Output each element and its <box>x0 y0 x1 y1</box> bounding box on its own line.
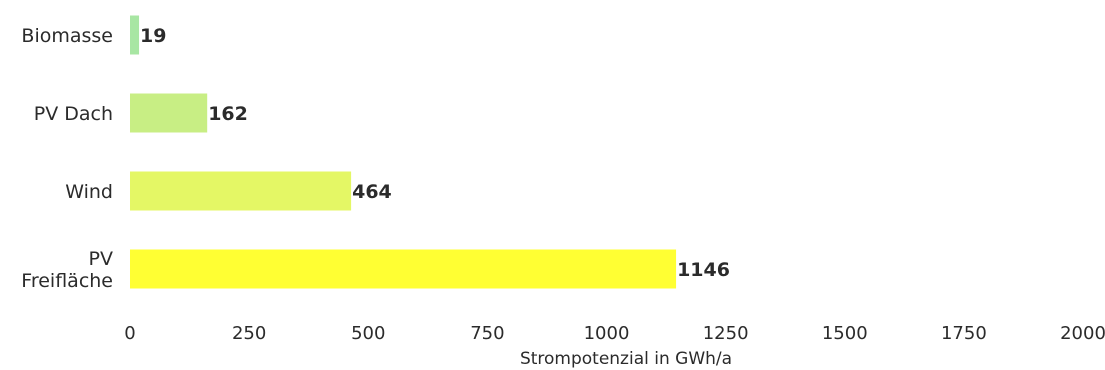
value-label-pv-freiflaeche: 1146 <box>677 259 730 281</box>
category-label-pv-freiflaeche: PV Freifläche <box>21 248 113 292</box>
bars-group <box>130 15 677 289</box>
x-tick-label-1000: 1000 <box>584 323 630 344</box>
value-label-wind: 464 <box>352 181 392 203</box>
bar-pv-dach <box>130 93 208 133</box>
category-labels: Biomasse PV Dach Wind PV Freifläche <box>21 25 113 292</box>
value-label-biomasse: 19 <box>140 25 166 47</box>
x-tick-label-1250: 1250 <box>703 323 749 344</box>
value-labels: 19 162 464 1146 <box>140 25 730 281</box>
x-tick-label-750: 750 <box>470 323 504 344</box>
bar-pv-freiflaeche <box>130 249 677 289</box>
x-tick-label-1750: 1750 <box>941 323 987 344</box>
category-label-biomasse: Biomasse <box>21 25 113 47</box>
x-axis-title: Strompotenzial in GWh/a <box>520 349 732 369</box>
category-label-wind: Wind <box>65 181 113 203</box>
x-tick-label-1500: 1500 <box>822 323 868 344</box>
value-label-pv-dach: 162 <box>208 103 248 125</box>
x-tick-label-250: 250 <box>232 323 266 344</box>
x-axis-ticks: 0 250 500 750 1000 1250 1500 1750 2000 <box>124 323 1105 344</box>
bar-wind <box>130 171 352 211</box>
category-label-pv-dach: PV Dach <box>34 103 113 125</box>
x-tick-label-0: 0 <box>124 323 135 344</box>
x-tick-label-500: 500 <box>351 323 385 344</box>
x-tick-label-2000: 2000 <box>1060 323 1105 344</box>
bar-biomasse <box>130 15 140 55</box>
